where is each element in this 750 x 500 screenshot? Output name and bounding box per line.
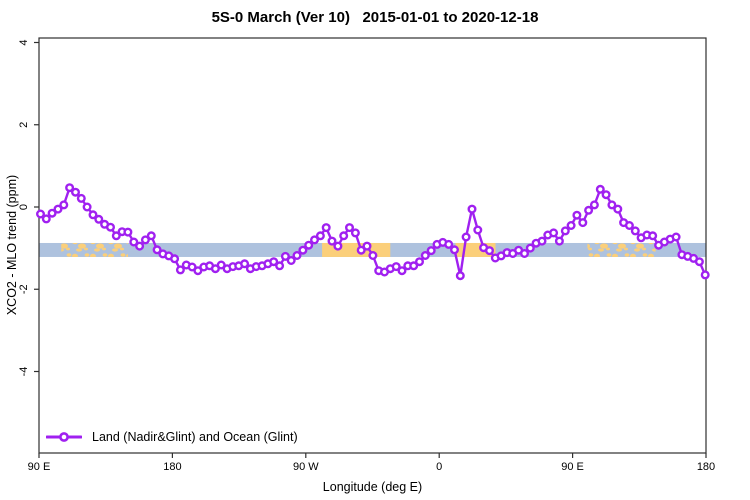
y-tick-label: 0 bbox=[18, 204, 30, 210]
data-point bbox=[455, 271, 465, 281]
y-tick-label: 4 bbox=[18, 39, 30, 45]
data-point bbox=[304, 240, 314, 250]
data-point bbox=[537, 236, 547, 246]
land-band-segment bbox=[587, 242, 656, 257]
x-tick-label: 0 bbox=[436, 461, 442, 473]
data-point bbox=[315, 231, 325, 241]
data-point bbox=[584, 205, 594, 215]
data-point bbox=[415, 257, 425, 267]
data-point bbox=[566, 220, 576, 230]
data-point bbox=[140, 235, 150, 245]
data-point bbox=[59, 200, 69, 210]
data-point bbox=[409, 261, 419, 271]
data-point bbox=[105, 222, 115, 232]
data-point bbox=[135, 241, 145, 251]
data-point bbox=[129, 237, 139, 247]
data-point bbox=[362, 241, 372, 251]
data-point bbox=[240, 259, 250, 269]
data-point bbox=[350, 228, 360, 238]
x-tick-label: 180 bbox=[163, 461, 181, 473]
y-tick-label: -2 bbox=[18, 284, 30, 294]
data-point bbox=[333, 241, 343, 251]
data-point bbox=[53, 204, 63, 214]
data-point bbox=[327, 236, 337, 246]
data-point bbox=[339, 231, 349, 241]
data-point bbox=[82, 202, 92, 212]
data-point bbox=[280, 251, 290, 261]
data-point bbox=[170, 254, 180, 264]
data-point bbox=[286, 256, 296, 266]
x-tick-label: 90 E bbox=[561, 461, 584, 473]
data-point bbox=[450, 245, 460, 255]
legend-marker-icon bbox=[46, 432, 82, 442]
data-point bbox=[520, 248, 530, 258]
legend: Land (Nadir&Glint) and Ocean (Glint) bbox=[46, 430, 298, 444]
data-point bbox=[607, 200, 617, 210]
x-tick-label: 90 W bbox=[293, 461, 319, 473]
data-point bbox=[65, 183, 75, 193]
data-point bbox=[578, 218, 588, 228]
x-tick-label: 90 E bbox=[28, 461, 51, 473]
x-axis-title: Longitude (deg E) bbox=[322, 480, 423, 494]
y-tick-label: -4 bbox=[18, 367, 30, 377]
data-point bbox=[624, 220, 634, 230]
data-point bbox=[397, 266, 407, 276]
data-point bbox=[648, 231, 658, 241]
data-point bbox=[485, 246, 495, 256]
chart-title: 5S-0 March (Ver 10) 2015-01-01 to 2020-1… bbox=[211, 9, 539, 26]
data-point bbox=[146, 231, 156, 241]
data-point bbox=[461, 232, 471, 242]
x-tick-label: 180 bbox=[697, 461, 715, 473]
data-point bbox=[36, 209, 46, 219]
data-point bbox=[70, 187, 80, 197]
data-point bbox=[88, 210, 98, 220]
data-point bbox=[473, 225, 483, 235]
data-point bbox=[41, 214, 51, 224]
data-point bbox=[269, 257, 279, 267]
data-point bbox=[700, 270, 710, 280]
data-point bbox=[589, 200, 599, 210]
data-point bbox=[216, 260, 226, 270]
data-point bbox=[426, 246, 436, 256]
data-point bbox=[368, 250, 378, 260]
data-point bbox=[549, 228, 559, 238]
data-point bbox=[444, 239, 454, 249]
data-point bbox=[560, 226, 570, 236]
data-point bbox=[298, 245, 308, 255]
land-band-segment bbox=[61, 242, 128, 257]
data-point bbox=[94, 214, 104, 224]
data-point bbox=[310, 235, 320, 245]
data-point bbox=[467, 204, 477, 214]
data-point bbox=[345, 223, 355, 233]
data-point bbox=[694, 257, 704, 267]
data-point bbox=[595, 184, 605, 194]
data-point bbox=[554, 236, 564, 246]
data-point bbox=[572, 210, 582, 220]
legend-label: Land (Nadir&Glint) and Ocean (Glint) bbox=[92, 430, 298, 444]
data-point bbox=[123, 227, 133, 237]
data-point bbox=[175, 265, 185, 275]
data-point bbox=[671, 232, 681, 242]
data-point bbox=[76, 193, 86, 203]
data-point bbox=[152, 245, 162, 255]
data-point bbox=[356, 245, 366, 255]
data-point bbox=[420, 250, 430, 260]
data-point bbox=[111, 231, 121, 241]
y-tick-label: 2 bbox=[18, 122, 30, 128]
data-point bbox=[47, 208, 57, 218]
data-point bbox=[613, 204, 623, 214]
data-point bbox=[391, 262, 401, 272]
data-point bbox=[601, 190, 611, 200]
data-point bbox=[321, 223, 331, 233]
data-point bbox=[525, 243, 535, 253]
data-point bbox=[275, 261, 285, 271]
data-line bbox=[39, 186, 707, 277]
data-point bbox=[630, 226, 640, 236]
data-point bbox=[193, 266, 203, 276]
data-point bbox=[292, 250, 302, 260]
plot-box bbox=[38, 37, 707, 454]
